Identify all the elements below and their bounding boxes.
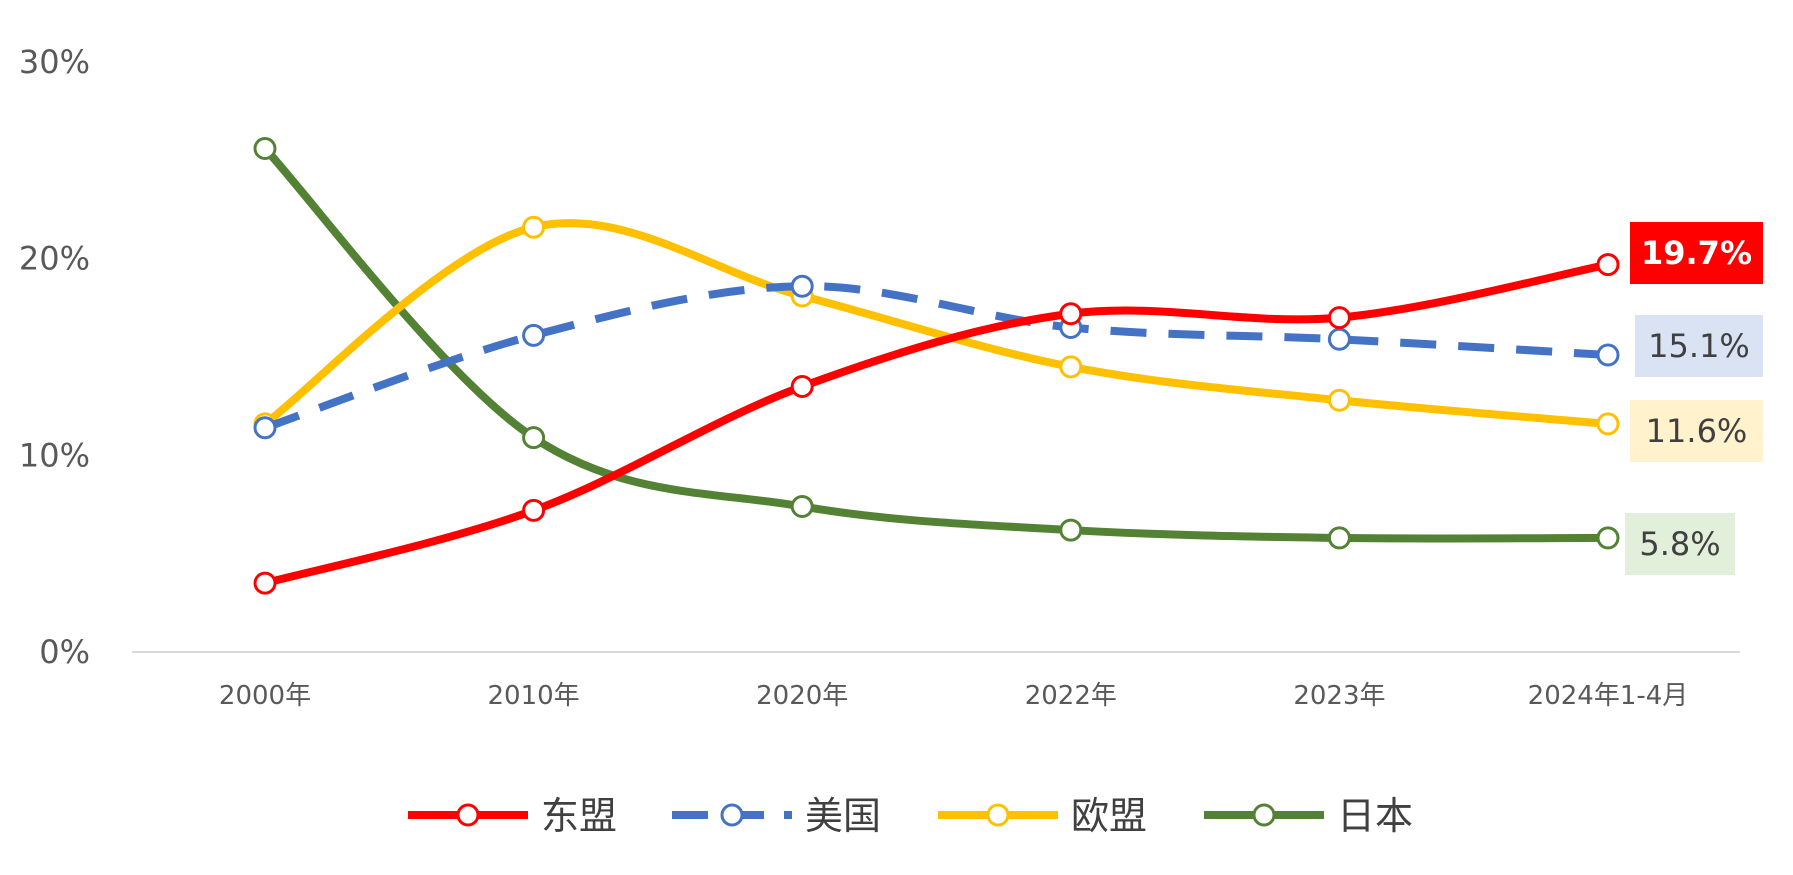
legend-label: 欧盟 — [1071, 794, 1147, 838]
legend-label: 东盟 — [541, 794, 617, 838]
data-point — [1059, 302, 1083, 326]
data-point — [522, 215, 546, 239]
data-point — [522, 498, 546, 522]
x-axis: 2000年 2010年 2020年 2022年 2023年 2024年1-4月 — [219, 681, 1688, 711]
end-label: 19.7% — [1630, 222, 1763, 284]
end-label-bg — [1635, 315, 1763, 377]
data-point — [1059, 518, 1083, 542]
data-point — [790, 375, 814, 398]
legend-item: 欧盟 — [938, 794, 1147, 838]
data-point — [790, 494, 814, 518]
legend: 东盟 美国 欧盟 日本 — [408, 794, 1413, 838]
data-point — [522, 426, 546, 450]
x-tick-label: 2000年 — [219, 681, 311, 711]
y-axis: 0% 10% 20% 30% — [19, 43, 90, 671]
data-point — [1327, 327, 1351, 351]
series-line — [263, 282, 1609, 432]
data-point — [253, 137, 277, 161]
legend-item: 日本 — [1204, 794, 1413, 838]
end-label: 5.8% — [1625, 513, 1735, 575]
data-point — [1059, 355, 1083, 379]
legend-item: 东盟 — [408, 794, 617, 838]
data-point — [1596, 526, 1620, 550]
end-label-bg — [1630, 400, 1763, 462]
series-layer — [253, 137, 1620, 595]
data-point — [790, 274, 814, 298]
data-point — [253, 571, 277, 595]
x-tick-label: 2020年 — [756, 681, 848, 711]
series-line — [262, 145, 1609, 543]
legend-item: 美国 — [672, 794, 881, 838]
legend-marker — [720, 803, 744, 827]
data-point — [1327, 388, 1351, 412]
end-label: 11.6% — [1630, 400, 1763, 462]
end-label-text: 11.6% — [1646, 412, 1748, 450]
legend-marker — [1252, 803, 1276, 827]
end-label-text: 15.1% — [1648, 327, 1750, 365]
end-label-text: 5.8% — [1639, 525, 1720, 563]
end-label-bg — [1625, 513, 1735, 575]
series-2 — [253, 215, 1620, 436]
legend-label: 美国 — [805, 794, 881, 838]
end-labels: 19.7% 15.1% 11.6% 5.8% — [1625, 222, 1763, 575]
x-tick-label: 2022年 — [1025, 681, 1117, 711]
legend-marker — [456, 803, 480, 827]
end-label: 15.1% — [1635, 315, 1763, 377]
series-line — [262, 219, 1609, 428]
legend-label: 日本 — [1337, 794, 1413, 838]
x-tick-label: 2024年1-4月 — [1528, 681, 1689, 711]
end-label-text: 19.7% — [1641, 234, 1752, 272]
series-0 — [253, 253, 1620, 595]
data-point — [1596, 412, 1620, 436]
series-3 — [253, 137, 1620, 550]
y-tick-label: 30% — [19, 43, 90, 81]
end-label-bg — [1630, 222, 1763, 284]
x-tick-label: 2023年 — [1293, 681, 1385, 711]
series-1 — [253, 274, 1620, 440]
data-point — [1327, 306, 1351, 330]
y-tick-label: 10% — [19, 436, 90, 474]
data-point — [1596, 343, 1620, 367]
data-point — [253, 416, 277, 440]
data-point — [522, 323, 546, 347]
legend-marker — [986, 803, 1010, 827]
series-line — [263, 260, 1609, 588]
y-tick-label: 20% — [19, 240, 90, 278]
data-point — [1327, 526, 1351, 550]
y-tick-label: 0% — [39, 633, 90, 671]
x-tick-label: 2010年 — [488, 681, 580, 711]
data-point — [1596, 253, 1620, 277]
